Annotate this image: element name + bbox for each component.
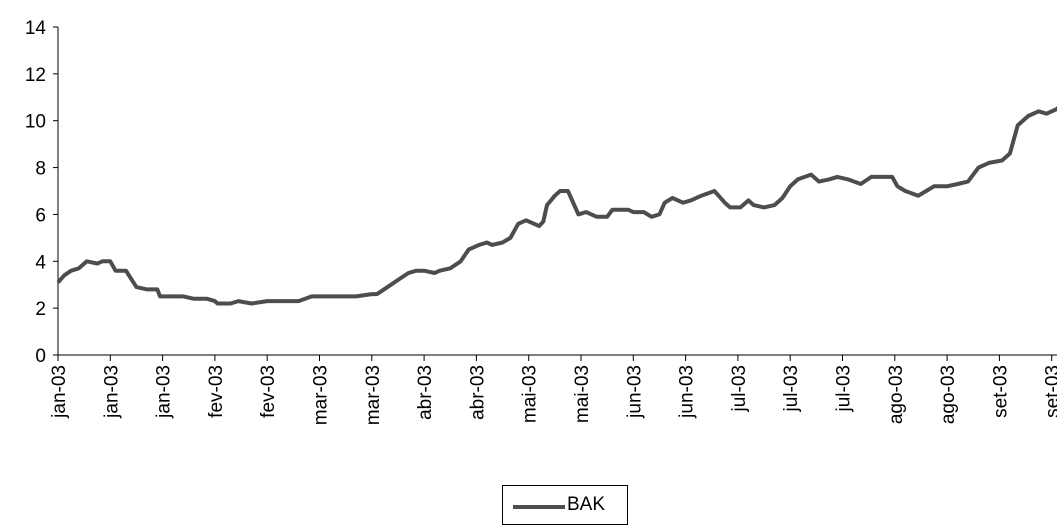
y-tick-label: 6 (35, 205, 46, 226)
x-tick-label: jul-03 (729, 365, 750, 412)
legend-label-bak: BAK (567, 494, 606, 515)
x-tick-label: jul-03 (834, 365, 855, 412)
y-tick-label: 12 (25, 65, 46, 86)
x-tick-label: jan-03 (154, 365, 175, 419)
x-tick-label: mai-03 (572, 365, 593, 423)
y-tick-label: 0 (35, 346, 46, 367)
x-tick-label: ago-03 (886, 365, 907, 424)
x-tick-label: jun-03 (677, 365, 698, 419)
y-tick-label: 10 (25, 112, 46, 133)
y-axis-tick-labels: 0 2 4 6 8 10 12 14 (25, 18, 47, 367)
x-tick-label: fev-03 (258, 365, 279, 418)
line-chart: 0 2 4 6 8 10 12 14 jan-03 jan-03 jan-03 fev-03 fev-… (25, 18, 1057, 425)
x-tick-label: set-03 (990, 365, 1011, 418)
y-tick-label: 2 (35, 299, 46, 320)
x-tick-label: abr-03 (415, 365, 436, 420)
x-tick-label: mar-03 (363, 365, 384, 425)
axes (53, 26, 1057, 361)
x-tick-label: set-03 (1043, 365, 1057, 418)
y-tick-label: 8 (35, 159, 46, 180)
series-line-bak (56, 105, 1057, 306)
x-axis-tick-labels: jan-03 jan-03 jan-03 fev-03 fev-03 mar-03 mar-… (49, 365, 1057, 425)
x-tick-label: jan-03 (49, 365, 70, 419)
y-tick-label: 4 (35, 252, 46, 273)
x-tick-label: abr-03 (467, 365, 488, 420)
x-tick-label: ago-03 (938, 365, 959, 424)
legend-swatch-bak (513, 505, 565, 509)
x-tick-label: mar-03 (311, 365, 332, 425)
x-tick-label: jul-03 (781, 365, 802, 412)
x-tick-label: fev-03 (206, 365, 227, 418)
legend: BAK (502, 485, 628, 525)
y-tick-label: 14 (25, 18, 47, 39)
x-tick-label: jan-03 (101, 365, 122, 419)
x-tick-label: jun-03 (624, 365, 645, 419)
x-tick-label: mai-03 (520, 365, 541, 423)
